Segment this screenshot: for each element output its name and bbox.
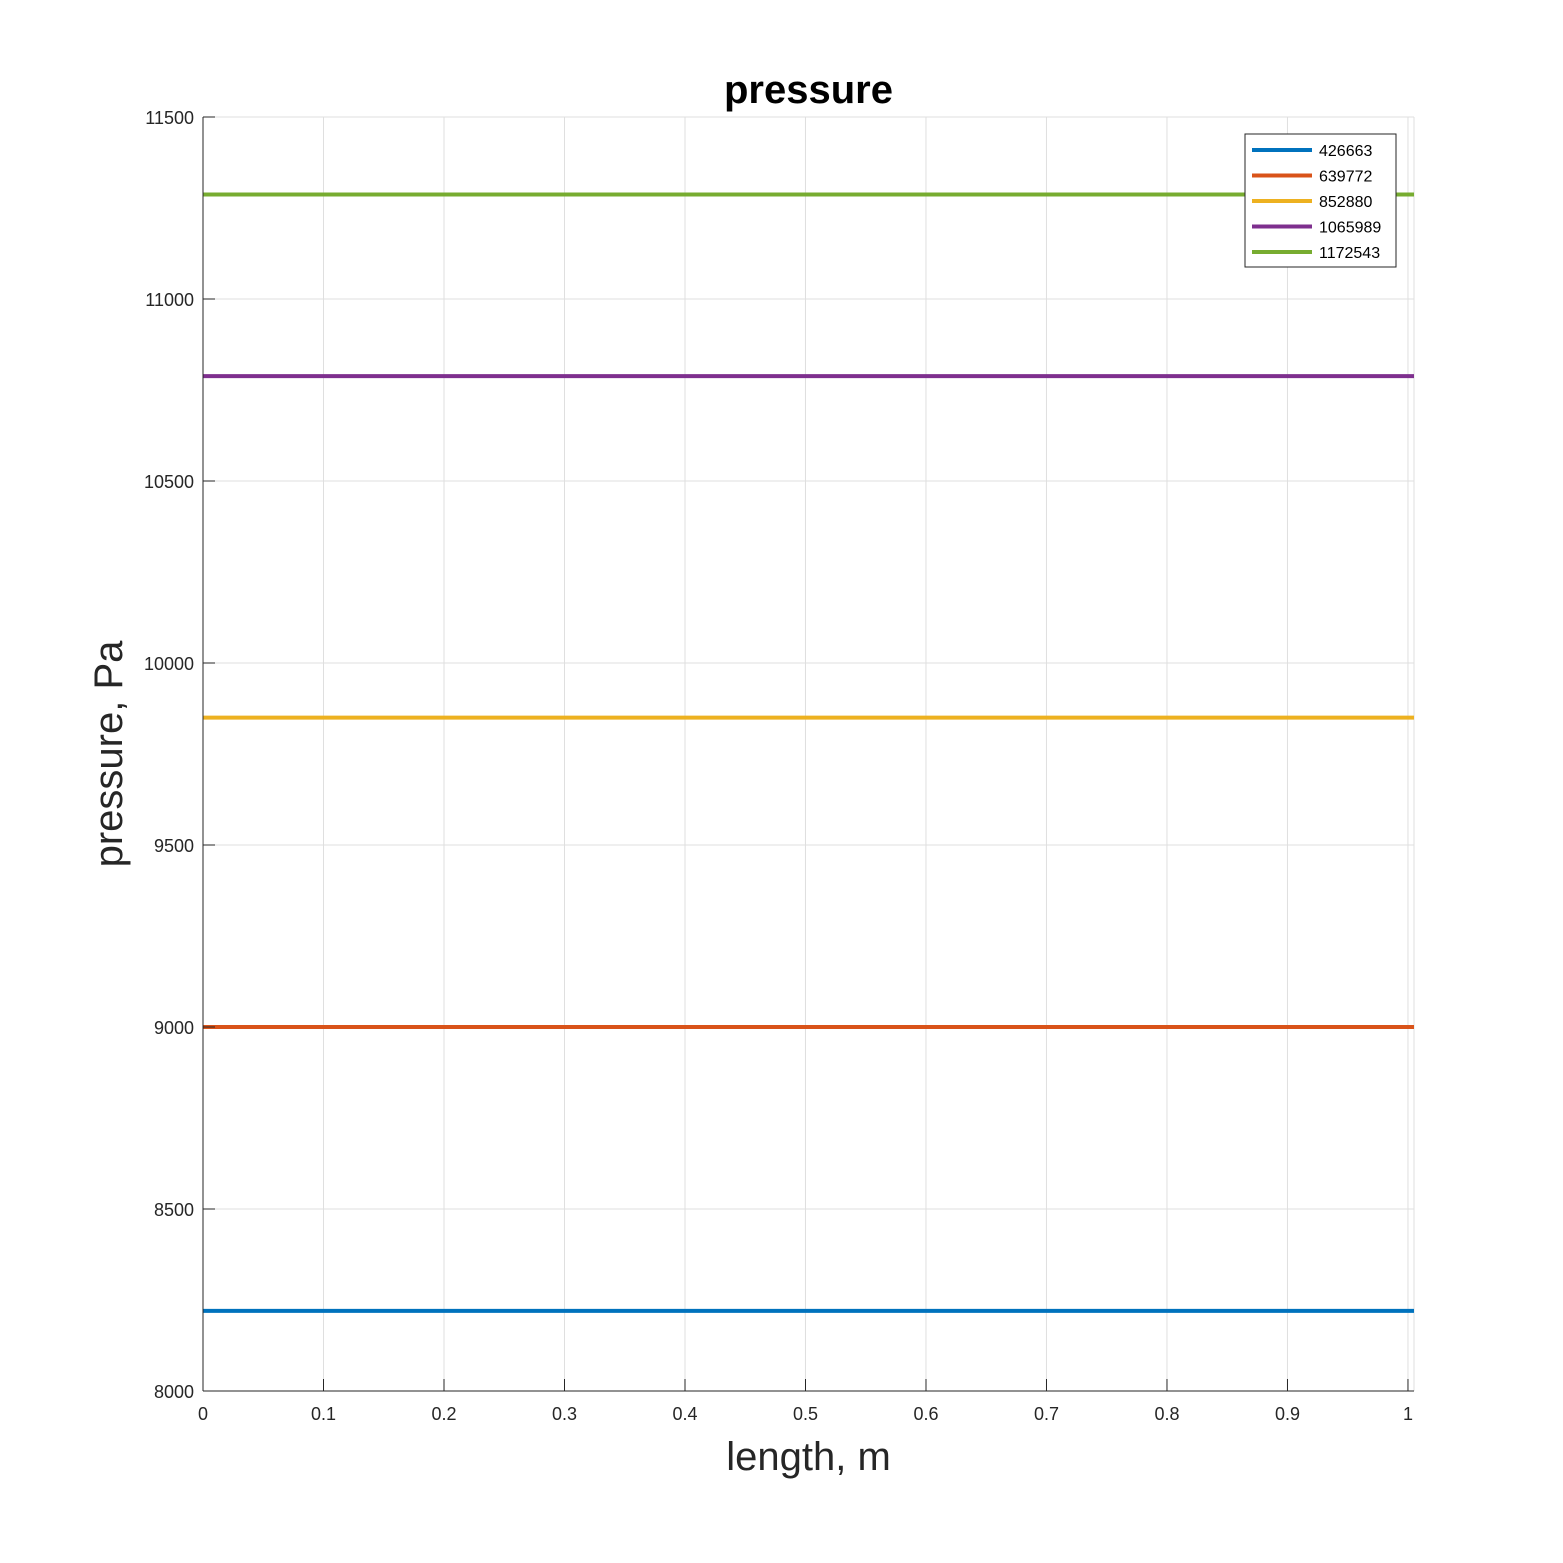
chart-title: pressure: [724, 68, 893, 112]
y-tick-layer: 8000 8500 9000 9500 10000 10500 11000 11500: [144, 108, 215, 1402]
y-tick-label: 8500: [154, 1200, 194, 1220]
legend-label: 639772: [1319, 169, 1372, 186]
x-tick-label: 1: [1403, 1404, 1413, 1424]
plot-area-background: [203, 117, 1414, 1391]
y-tick-label: 9500: [154, 836, 194, 856]
x-axis-label: length, m: [726, 1435, 891, 1479]
legend-label: 1172543: [1319, 245, 1380, 262]
y-tick-label: 11500: [145, 108, 194, 128]
x-tick-label: 0.7: [1034, 1404, 1059, 1424]
y-tick-label: 9000: [154, 1018, 194, 1038]
y-axis-label: pressure, Pa: [87, 640, 131, 868]
x-tick-label: 0.9: [1275, 1404, 1300, 1424]
legend-label: 852880: [1319, 194, 1372, 211]
legend: 426663 639772 852880 1065989 1172543: [1244, 133, 1397, 268]
x-tick-label: 0.1: [311, 1404, 336, 1424]
x-tick-layer: 0 0.1 0.2 0.3 0.4 0.5 0.6 0.7 0.8 0.9 1: [198, 1379, 1413, 1424]
x-tick-label: 0.8: [1154, 1404, 1179, 1424]
x-tick-label: 0: [198, 1404, 208, 1424]
x-tick-label: 0.2: [431, 1404, 456, 1424]
legend-items: 426663 639772 852880 1065989 1172543: [1252, 143, 1381, 262]
x-tick-label: 0.6: [913, 1404, 938, 1424]
y-tick-label: 10000: [144, 654, 194, 674]
x-tick-label: 0.4: [672, 1404, 697, 1424]
y-tick-label: 8000: [154, 1382, 194, 1402]
y-tick-label: 10500: [144, 472, 194, 492]
x-tick-label: 0.3: [552, 1404, 577, 1424]
y-tick-label: 11000: [145, 290, 194, 310]
legend-label: 1065989: [1319, 220, 1381, 237]
axes-layer: [202, 117, 1414, 1392]
x-tick-label: 0.5: [793, 1404, 818, 1424]
series-layer: [203, 192, 1414, 1313]
legend-label: 426663: [1319, 143, 1372, 160]
